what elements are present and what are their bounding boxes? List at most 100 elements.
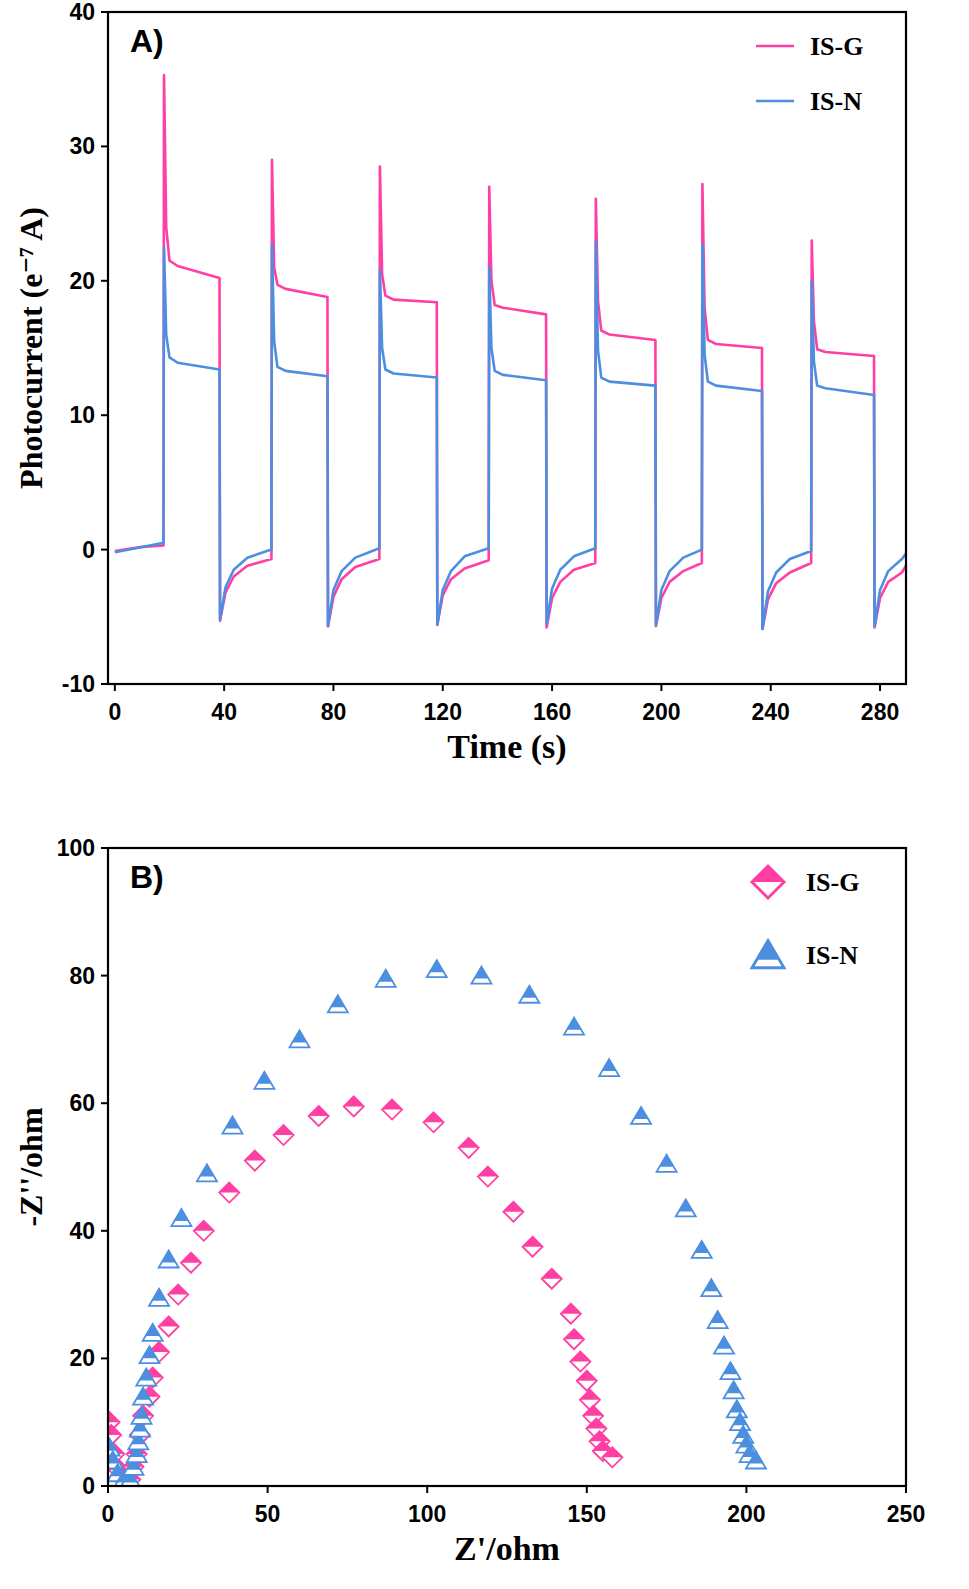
point [519,986,539,1003]
marker-outline [149,1289,169,1306]
marker-fill [331,995,345,1007]
marker-outline [708,1311,728,1328]
point [746,1451,766,1468]
x-tick-label: 150 [568,1501,606,1527]
marker-outline [523,1237,543,1257]
legend-label: IS-N [810,87,862,116]
marker-outline [382,1100,402,1120]
marker-fill [695,1241,709,1253]
point [730,1413,750,1430]
point [219,1183,239,1203]
point [427,960,447,977]
marker-fill [704,1279,718,1291]
point [727,1400,747,1417]
marker-outline [752,866,784,898]
marker-fill [152,1289,166,1301]
marker-outline [692,1241,712,1258]
point [136,1369,156,1386]
marker-fill [174,1209,188,1221]
point [692,1241,712,1258]
marker-fill [134,1407,148,1419]
point [197,1164,217,1181]
legend-swatch [752,941,784,968]
marker-fill [108,1439,117,1451]
panel: 050100150200250020406080100Z'/ohm-Z''/oh… [13,835,925,1567]
marker-outline [730,1413,750,1430]
marker-fill [723,1362,737,1374]
marker-fill [292,1030,306,1042]
point [171,1209,191,1226]
point [701,1279,721,1296]
marker-outline [602,1447,622,1467]
point [714,1337,734,1354]
plot-data [115,75,906,629]
y-tick-label: 0 [82,1473,95,1499]
x-tick-label: 50 [255,1501,281,1527]
y-tick-label: 40 [69,1218,95,1244]
marker-outline [564,1018,584,1035]
marker-outline [136,1369,156,1386]
y-tick-label: 30 [69,133,95,159]
marker-fill [162,1251,176,1263]
point [503,1202,523,1222]
marker-fill [309,1106,329,1116]
y-tick-label: -10 [62,671,95,697]
marker-fill [194,1221,214,1231]
plot-frame [108,12,906,684]
marker-fill [200,1164,214,1176]
marker-fill [523,1237,543,1247]
marker-fill [634,1107,648,1119]
marker-outline [181,1253,201,1273]
marker-outline [222,1117,242,1134]
marker-fill [478,1167,498,1177]
point [159,1317,179,1337]
marker-outline [254,1072,274,1089]
point [631,1107,651,1124]
plot-data [108,960,766,1486]
point [676,1199,696,1216]
point [424,1112,444,1132]
marker-outline [459,1138,479,1158]
marker-outline [159,1251,179,1268]
plot-frame [108,848,906,1486]
panel: 04080120160200240280-10010203040Time (s)… [13,0,906,766]
marker-outline [194,1221,214,1241]
marker-outline [727,1400,747,1417]
marker-fill [245,1151,265,1161]
marker-fill [522,986,536,998]
point [564,1018,584,1035]
marker-outline [503,1202,523,1222]
legend-entry: IS-G [752,866,859,898]
marker-outline [631,1107,651,1124]
marker-outline [478,1167,498,1187]
marker-fill [108,1425,121,1435]
marker-fill [142,1346,156,1358]
marker-outline [376,970,396,987]
marker-fill [561,1304,581,1314]
y-axis-label: Photocurrent (e⁻⁷ A) [13,207,49,489]
marker-outline [564,1329,584,1349]
series-line [115,242,906,629]
marker-fill [679,1199,693,1211]
x-axis-label: Z'/ohm [454,1530,560,1567]
marker-fill [474,967,488,979]
point [168,1285,188,1305]
point [159,1251,179,1268]
marker-outline [309,1106,329,1126]
marker-outline [746,1451,766,1468]
marker-outline [159,1317,179,1337]
marker-fill [583,1406,603,1416]
marker-fill [424,1112,444,1122]
marker-fill [379,970,393,982]
marker-fill [757,941,780,960]
point [309,1106,329,1126]
marker-outline [561,1304,581,1324]
marker-outline [328,995,348,1012]
x-tick-label: 100 [408,1501,446,1527]
marker-outline [577,1371,597,1391]
marker-outline [701,1279,721,1296]
legend-label: IS-N [806,941,858,970]
marker-outline [344,1096,364,1116]
point [245,1151,265,1171]
point [523,1237,543,1257]
